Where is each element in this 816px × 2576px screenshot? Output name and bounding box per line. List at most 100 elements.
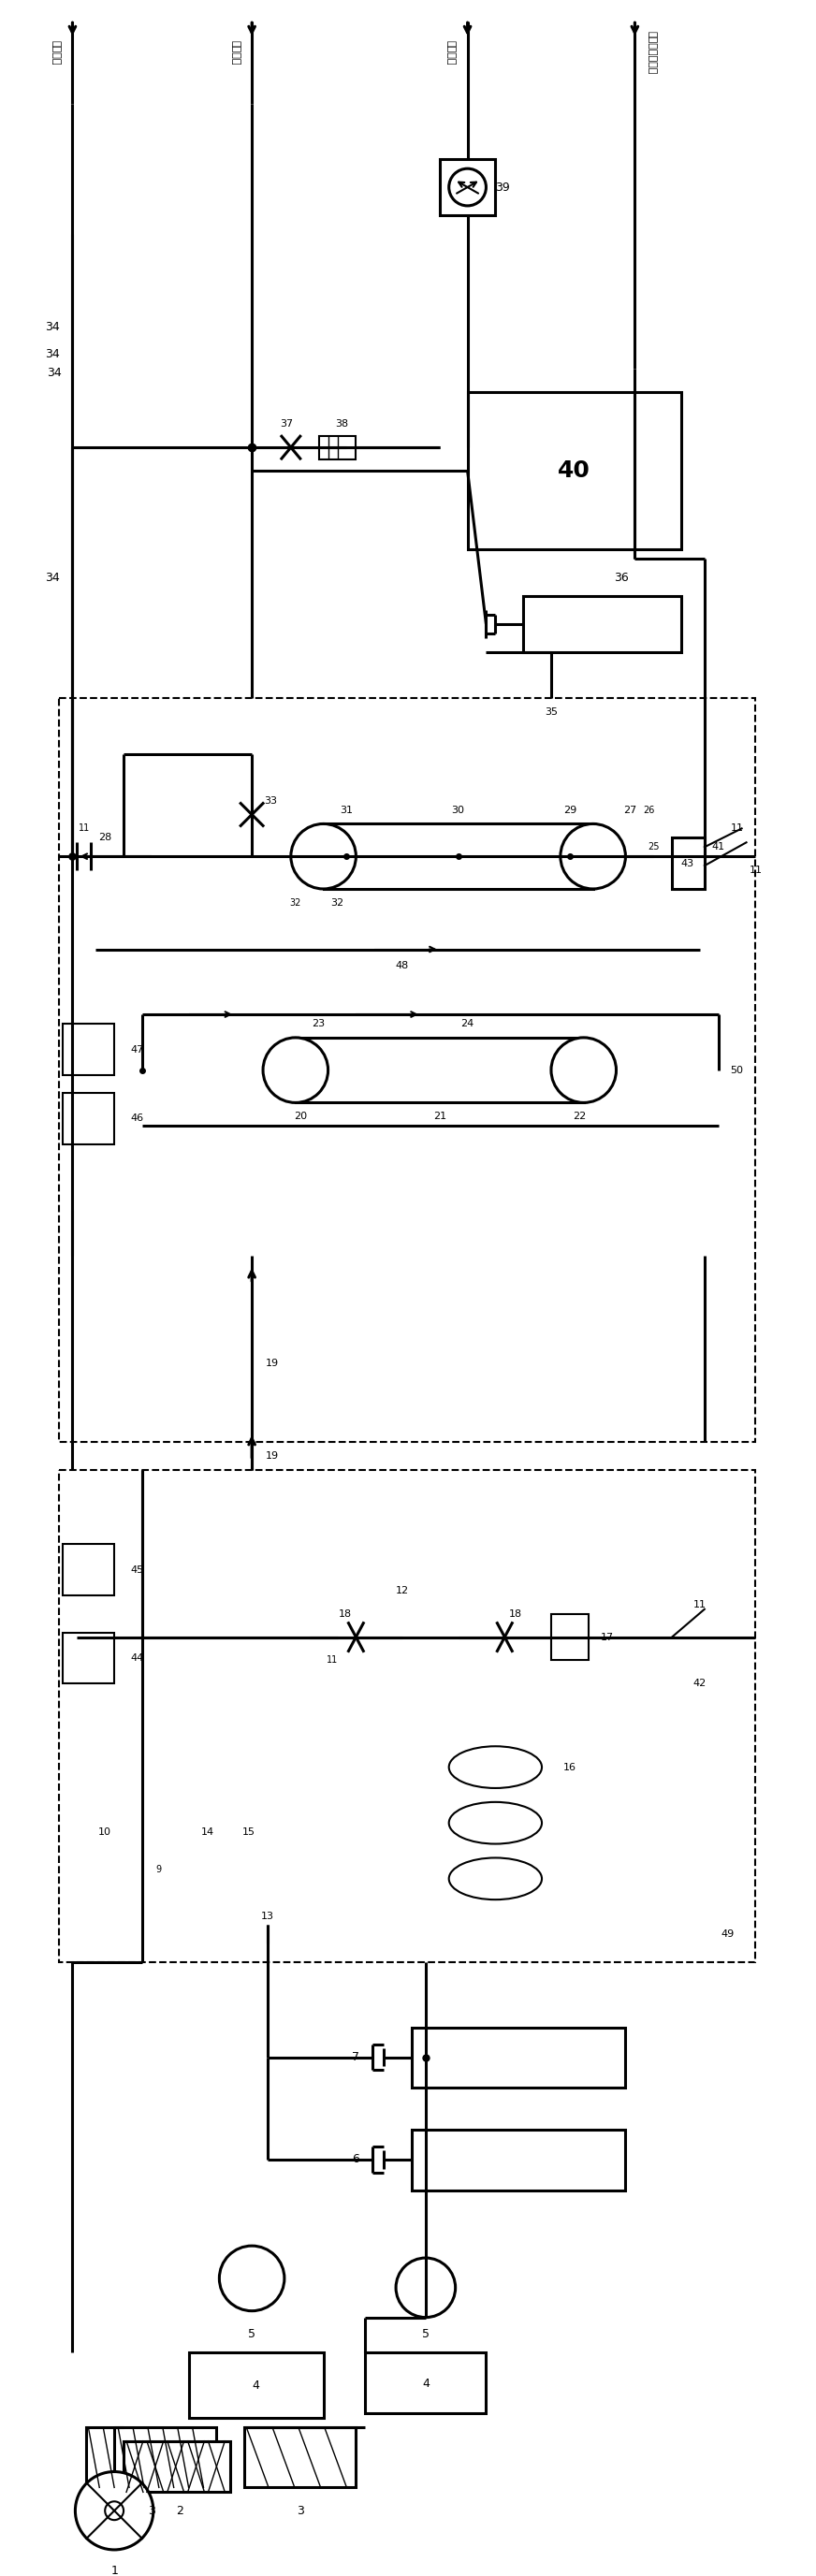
Text: 32: 32 — [290, 899, 301, 907]
Text: 1: 1 — [111, 2566, 118, 2576]
Text: 18: 18 — [338, 1610, 352, 1618]
Bar — [245, 2427, 356, 2488]
Text: 27: 27 — [623, 806, 636, 814]
Text: 10: 10 — [99, 1826, 112, 1837]
Bar — [672, 837, 704, 889]
Text: 去后备床: 去后备床 — [446, 41, 455, 64]
Text: 7: 7 — [353, 2050, 360, 2063]
Text: 去往烟囱: 去往烟囱 — [51, 41, 60, 64]
Text: 6: 6 — [353, 2154, 360, 2166]
Text: 3: 3 — [148, 2504, 155, 2517]
Ellipse shape — [551, 1038, 616, 1103]
Text: 31: 31 — [340, 806, 353, 814]
Text: 11: 11 — [749, 866, 762, 876]
Text: 46: 46 — [131, 1113, 144, 1123]
Text: 16: 16 — [563, 1762, 576, 1772]
Text: 20: 20 — [294, 1113, 307, 1121]
Ellipse shape — [449, 1747, 542, 1788]
Bar — [468, 392, 681, 549]
Text: 4: 4 — [422, 2378, 429, 2391]
Bar — [188, 2352, 323, 2419]
Text: 11: 11 — [327, 1656, 339, 1664]
Text: 47: 47 — [131, 1046, 144, 1054]
Text: 11: 11 — [694, 1600, 707, 1610]
Bar — [63, 1092, 114, 1144]
Text: 38: 38 — [335, 420, 348, 428]
Text: 42: 42 — [693, 1680, 707, 1687]
Bar — [440, 160, 495, 214]
Bar — [63, 1023, 114, 1074]
Circle shape — [75, 2473, 153, 2550]
Text: 34: 34 — [45, 572, 60, 585]
Text: 41: 41 — [712, 842, 725, 853]
Bar — [523, 595, 681, 652]
Bar — [123, 2442, 230, 2491]
Text: 21: 21 — [433, 1113, 446, 1121]
Text: 5: 5 — [422, 2329, 429, 2339]
Text: 28: 28 — [98, 832, 112, 842]
Text: 26: 26 — [643, 806, 654, 814]
Text: 32: 32 — [330, 899, 344, 907]
Text: 30: 30 — [451, 806, 465, 814]
Ellipse shape — [449, 1857, 542, 1899]
Ellipse shape — [290, 824, 356, 889]
Text: 19: 19 — [266, 1450, 279, 1461]
Text: 44: 44 — [131, 1654, 144, 1664]
Text: 34: 34 — [45, 348, 60, 361]
Ellipse shape — [263, 1038, 328, 1103]
Text: 2: 2 — [175, 2504, 183, 2517]
Text: 11: 11 — [730, 824, 743, 832]
Bar — [323, 824, 593, 889]
Text: 净化后去往烟囱: 净化后去往烟囱 — [647, 31, 656, 75]
Bar — [412, 2130, 626, 2190]
Bar — [295, 1038, 583, 1103]
Bar — [366, 2352, 486, 2414]
Bar — [59, 1471, 756, 1963]
Text: 23: 23 — [313, 1020, 326, 1028]
Circle shape — [396, 2259, 455, 2318]
Text: 13: 13 — [261, 1911, 274, 1922]
Text: 3: 3 — [296, 2504, 304, 2517]
Text: 4: 4 — [252, 2380, 259, 2391]
Text: 15: 15 — [242, 1826, 255, 1837]
Text: 34: 34 — [45, 319, 60, 332]
Text: 5: 5 — [248, 2329, 255, 2339]
Text: 48: 48 — [396, 961, 409, 971]
Text: 34: 34 — [47, 366, 61, 379]
Text: 9: 9 — [156, 1865, 162, 1875]
Text: 49: 49 — [721, 1929, 734, 1940]
Text: 39: 39 — [495, 180, 510, 193]
Ellipse shape — [561, 824, 626, 889]
Text: 43: 43 — [681, 860, 694, 868]
Text: 33: 33 — [264, 796, 277, 806]
Bar — [59, 698, 756, 1443]
Text: 24: 24 — [461, 1020, 474, 1028]
Text: 17: 17 — [601, 1633, 614, 1641]
Text: 18: 18 — [509, 1610, 522, 1618]
Text: 45: 45 — [131, 1566, 144, 1574]
Bar — [63, 1633, 114, 1685]
Ellipse shape — [449, 1803, 542, 1844]
Text: 36: 36 — [614, 572, 628, 585]
Bar — [412, 2027, 626, 2087]
Text: 12: 12 — [396, 1587, 409, 1595]
Text: 29: 29 — [563, 806, 576, 814]
Text: 去后备床: 去后备床 — [230, 41, 240, 64]
Text: 37: 37 — [280, 420, 293, 428]
Text: 11: 11 — [79, 824, 91, 832]
Circle shape — [220, 2246, 285, 2311]
Bar — [319, 435, 356, 459]
Text: 22: 22 — [572, 1113, 586, 1121]
Text: 40: 40 — [558, 459, 591, 482]
Bar — [63, 1543, 114, 1595]
Text: 35: 35 — [544, 708, 557, 716]
Text: 50: 50 — [730, 1066, 743, 1074]
Text: 19: 19 — [266, 1358, 279, 1368]
Text: 25: 25 — [648, 842, 659, 853]
Circle shape — [105, 2501, 123, 2519]
Bar — [551, 1613, 588, 1662]
Bar — [86, 2427, 216, 2488]
Bar — [86, 2427, 216, 2488]
Circle shape — [449, 167, 486, 206]
Text: 14: 14 — [201, 1826, 214, 1837]
